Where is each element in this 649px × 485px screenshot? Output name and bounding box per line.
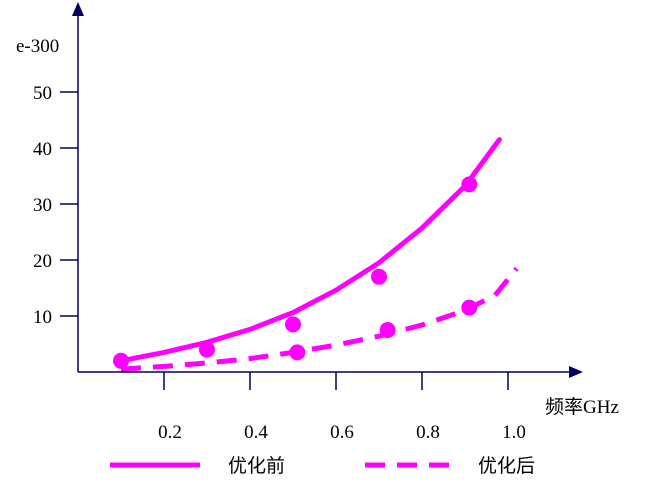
x-tick-label: 0.6 bbox=[330, 422, 354, 443]
x-tick-label: 0.2 bbox=[158, 422, 182, 443]
data-point bbox=[461, 176, 478, 193]
x-tick-label: 1.0 bbox=[502, 422, 526, 443]
x-axis-arrow bbox=[569, 366, 583, 378]
x-ticks: 0.2 0.4 0.6 0.8 1.0 bbox=[158, 372, 526, 443]
legend-label-solid: 优化前 bbox=[228, 455, 285, 477]
y-ticks: 10 20 30 40 50 bbox=[33, 83, 78, 328]
y-axis-label: e-300 bbox=[16, 36, 59, 57]
y-axis-arrow bbox=[72, 2, 84, 16]
x-tick-label: 0.8 bbox=[416, 422, 440, 443]
y-tick-label: 10 bbox=[33, 307, 52, 328]
data-point bbox=[371, 268, 387, 285]
y-tick-label: 40 bbox=[33, 139, 52, 160]
data-point bbox=[285, 316, 301, 333]
x-axis-label: 频率GHz bbox=[545, 396, 619, 418]
x-tick-label: 0.4 bbox=[244, 422, 268, 443]
curves bbox=[118, 137, 519, 372]
points bbox=[113, 176, 478, 369]
y-tick-label: 50 bbox=[33, 83, 52, 104]
data-point bbox=[199, 341, 215, 358]
data-point bbox=[379, 322, 396, 338]
data-point bbox=[113, 352, 129, 369]
data-point bbox=[461, 299, 478, 316]
series-line-1 bbox=[118, 137, 502, 364]
series-line-2 bbox=[120, 266, 519, 372]
data-point bbox=[289, 344, 306, 361]
y-tick-label: 30 bbox=[33, 195, 52, 216]
y-tick-label: 20 bbox=[33, 251, 52, 272]
legend-label-dashed: 优化后 bbox=[478, 455, 535, 477]
